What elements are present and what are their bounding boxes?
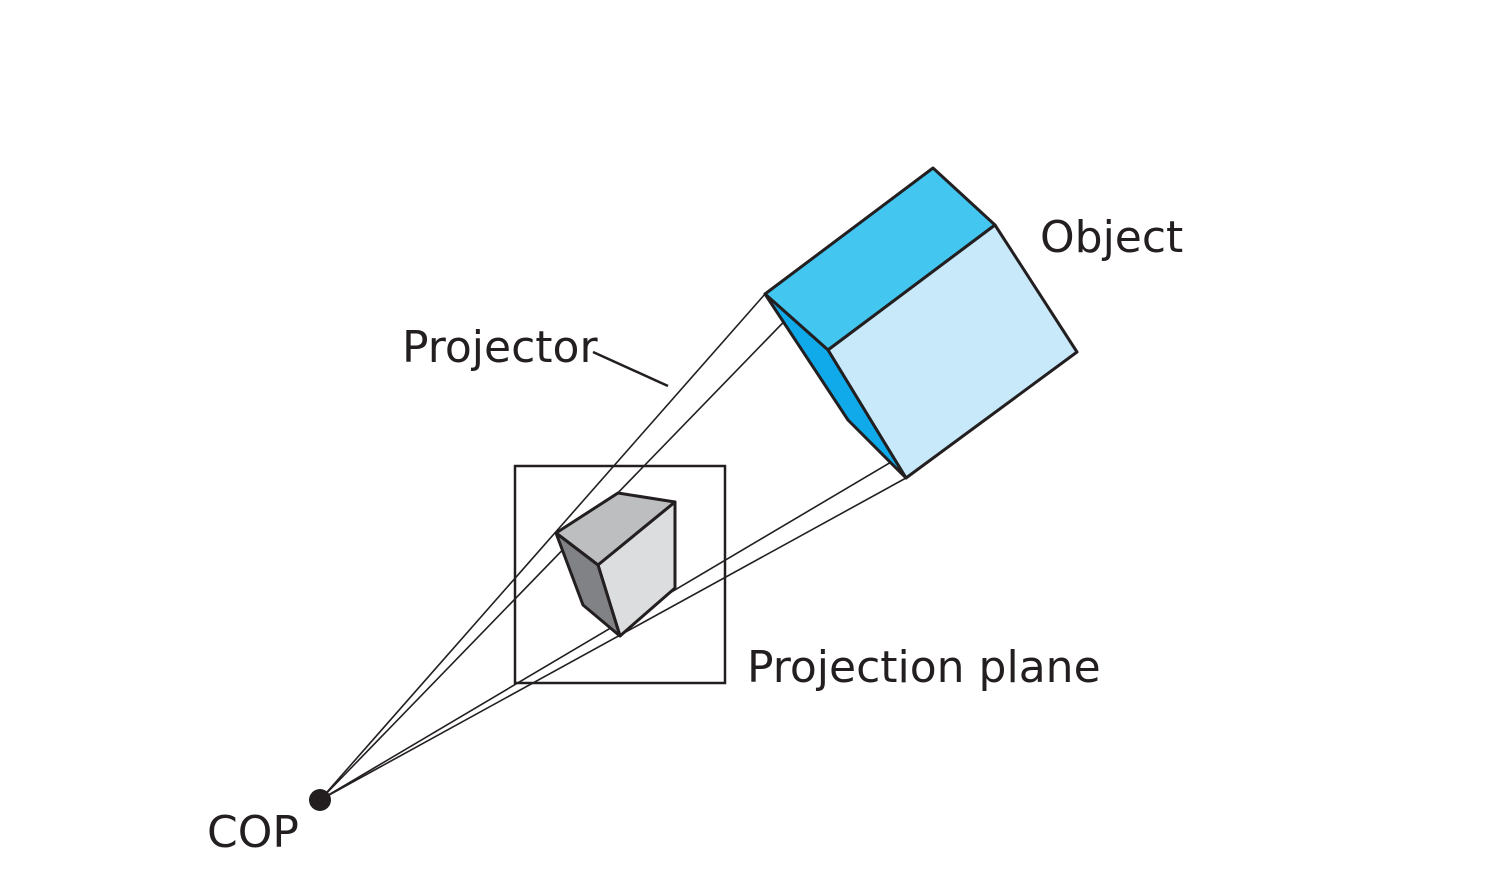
cop-point: [309, 789, 331, 811]
projection-plane-label: Projection plane: [747, 642, 1101, 693]
projected-image: [554, 491, 677, 638]
projector-line-2: [319, 293, 766, 801]
object-cube: [763, 166, 1079, 480]
image-side-face: [554, 531, 622, 638]
projector-line-4: [319, 477, 907, 801]
object-side-face: [763, 292, 908, 480]
projection-plane: [513, 464, 727, 685]
cop-label: COP: [207, 807, 299, 858]
projector-label: Projector: [402, 322, 598, 373]
projector-leader-line: [592, 350, 669, 388]
object-label: Object: [1040, 212, 1183, 263]
